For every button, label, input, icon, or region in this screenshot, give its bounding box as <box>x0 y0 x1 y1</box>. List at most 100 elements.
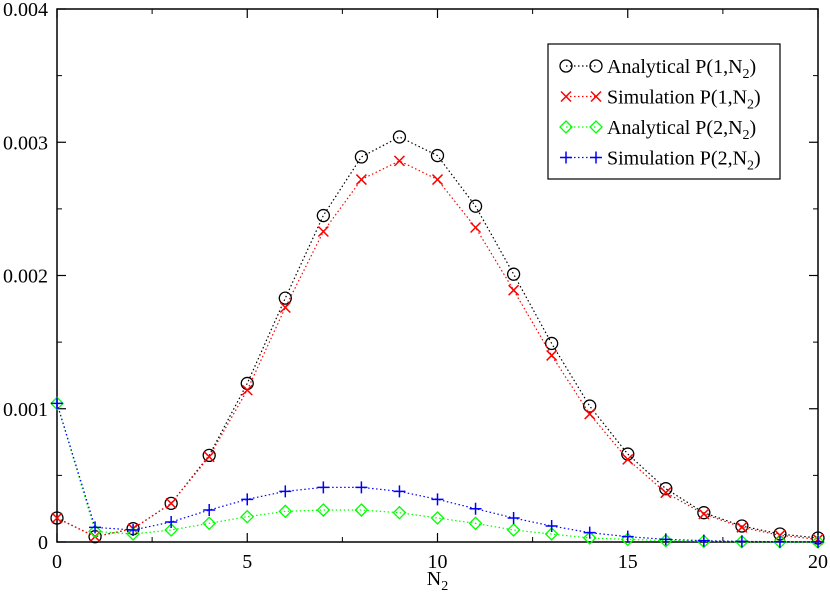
series-3-point <box>240 509 255 524</box>
series-1-point <box>468 199 483 213</box>
series-4-point <box>355 481 368 494</box>
legend-entry: Analytical P(1,N2) <box>559 56 756 82</box>
series-3-point <box>468 516 483 531</box>
series-2-point <box>546 349 558 361</box>
series-3-point <box>164 523 179 537</box>
series-1-point <box>697 506 711 520</box>
legend-entry: Simulation P(2,N2) <box>560 148 761 174</box>
series-2-point <box>584 408 596 420</box>
series-4-point <box>393 485 406 498</box>
y-tick-label: 0 <box>38 532 48 554</box>
series-4-point <box>127 524 140 537</box>
series-2-point <box>241 384 253 396</box>
legend-marker <box>559 120 573 134</box>
series-2-point <box>317 225 329 238</box>
series-4-point <box>583 526 596 539</box>
series-1-point <box>164 496 178 511</box>
series-1-point <box>240 376 254 391</box>
series-4-point <box>203 504 216 517</box>
series-4-point <box>431 493 444 506</box>
series-2-point <box>279 301 291 314</box>
series-1-point <box>278 291 292 305</box>
y-tick-label: 0.004 <box>3 0 48 21</box>
series-4-point <box>773 535 786 548</box>
series-3-point <box>811 535 825 549</box>
series-1-point <box>659 482 673 496</box>
series-2-point <box>51 512 63 524</box>
series-2 <box>51 155 824 545</box>
series-4-point <box>812 535 824 548</box>
series-1-point <box>316 208 331 223</box>
series-4-point <box>241 493 254 506</box>
series-2-point <box>393 155 405 167</box>
series-1-point <box>430 148 445 163</box>
x-tick-label: 0 <box>52 551 62 573</box>
series-3-point <box>278 504 293 519</box>
series-4-line <box>56 403 819 543</box>
series-3-point <box>734 534 749 549</box>
series-1 <box>50 130 825 545</box>
series-2-point <box>355 174 367 186</box>
series-4-point <box>165 516 178 529</box>
series-3-point <box>773 534 787 549</box>
x-tick-label: 15 <box>618 551 638 573</box>
legend-entry: Analytical P(2,N2) <box>559 117 756 143</box>
series-2-point <box>508 284 520 296</box>
y-tick-label: 0.001 <box>3 399 48 421</box>
series-1-point <box>583 399 597 413</box>
series-4-point <box>621 530 634 543</box>
series-1-point <box>545 336 559 351</box>
series-1-point <box>735 519 749 533</box>
series-2-line <box>56 160 819 540</box>
legend-marker <box>590 90 602 103</box>
series-layer <box>50 130 825 549</box>
series-4 <box>51 397 824 548</box>
series-2-point <box>736 521 748 533</box>
series-4-point <box>279 485 292 498</box>
series-3-point <box>126 527 141 541</box>
legend-marker <box>559 59 573 73</box>
series-1-point <box>392 130 407 144</box>
series-3-point <box>88 524 102 539</box>
series-2-point <box>622 453 634 465</box>
series-3-point <box>202 516 217 531</box>
series-4-point <box>317 481 330 494</box>
x-tick-label: 10 <box>428 551 448 573</box>
series-4-point <box>659 533 672 546</box>
legend-marker <box>590 151 602 164</box>
series-3-point <box>430 511 445 525</box>
y-tick-label: 0.003 <box>3 132 48 154</box>
series-4-point <box>469 502 482 515</box>
legend-label: Analytical P(2,N2) <box>607 117 756 143</box>
legend-label: Simulation P(2,N2) <box>607 148 761 174</box>
series-3-line <box>56 403 819 543</box>
series-2-point <box>165 497 177 509</box>
legend-marker <box>589 59 603 73</box>
legend-label: Analytical P(1,N2) <box>607 56 756 82</box>
series-1-point <box>50 511 64 525</box>
series-2-point <box>698 508 710 520</box>
series-1-point <box>506 267 521 281</box>
series-4-point <box>545 520 558 533</box>
series-2-point <box>470 221 482 234</box>
series-1-line <box>56 136 819 539</box>
x-tick-label: 20 <box>808 551 828 573</box>
x-axis-title: N2 <box>427 568 448 594</box>
series-4-point <box>507 512 520 525</box>
series-2-point <box>660 487 672 499</box>
legend-label: Simulation P(1,N2) <box>607 87 761 113</box>
series-4-point <box>51 397 63 410</box>
legend-entry: Simulation P(1,N2) <box>560 87 761 113</box>
legend-marker <box>589 120 603 134</box>
series-4-point <box>697 534 710 547</box>
series-3-point <box>506 523 521 537</box>
y-tick-label: 0.002 <box>3 266 48 288</box>
series-3-point <box>544 527 559 541</box>
legend: Analytical P(1,N2) Simulation P(1,N2) Anal… <box>547 43 781 180</box>
legend-marker <box>560 151 572 164</box>
x-tick-label: 5 <box>242 551 252 573</box>
legend-marker <box>560 90 572 103</box>
series-3-point <box>354 503 369 517</box>
series-2-point <box>203 451 215 463</box>
